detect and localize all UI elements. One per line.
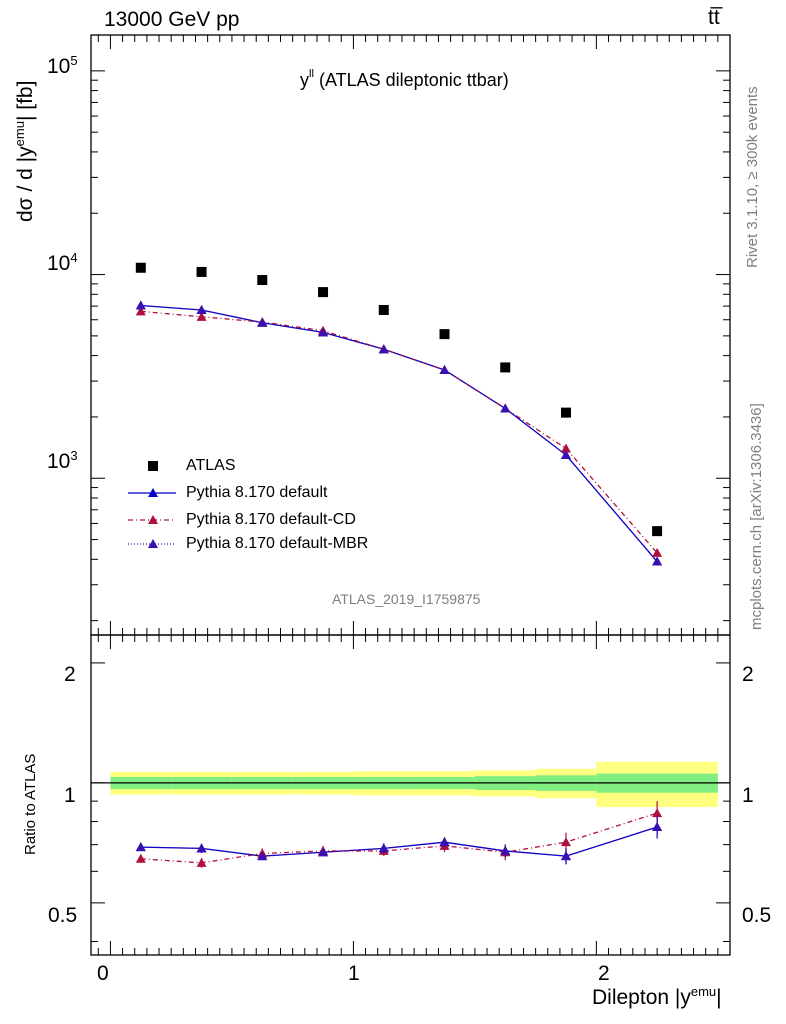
xtick-label-0: 0	[97, 962, 109, 985]
legend-label-mbr: Pythia 8.170 default-MBR	[186, 535, 369, 552]
atlas-data-point	[439, 329, 450, 340]
mcplots-label: mcplots.cern.ch [arXiv:1306.3436]	[748, 403, 765, 630]
xtick-label-2: 2	[598, 962, 610, 985]
main-axis-ticks	[91, 35, 730, 955]
legend-marker-atlas	[148, 461, 158, 471]
ratio-series-group	[135, 801, 663, 868]
ratio-ytick-label-right-0.5: 0.5	[742, 904, 772, 927]
mbr-series-marker	[135, 300, 146, 310]
cd-series-marker	[135, 306, 146, 316]
atlas-data-point	[378, 304, 389, 315]
mbr-series-marker	[439, 364, 450, 374]
mbr-series-line	[140, 304, 658, 562]
legend-marker-mbr	[148, 539, 158, 548]
rivet-version-label: Rivet 3.1.10, ≥ 300k events	[744, 86, 761, 268]
header-energy-label: 13000 GeV pp	[104, 8, 240, 31]
legend-label-cd: Pythia 8.170 default-CD	[186, 511, 356, 528]
mbr-series-marker	[500, 403, 511, 413]
main-y-axis-label: dσ / d |yemu| [fb]	[12, 80, 37, 222]
cd-ratio-marker	[196, 857, 207, 867]
ratio-plot-frame	[90, 634, 731, 956]
x-axis-label: Dilepton |yemu|	[592, 984, 722, 1009]
ratio-ytick-label-right-2: 2	[742, 663, 754, 686]
main-ytick-label-1e5: 105	[47, 53, 78, 78]
atlas-data-point	[318, 287, 329, 298]
ratio-y-axis-label: Ratio to ATLAS	[22, 753, 39, 855]
mbr-ratio-marker	[652, 822, 663, 832]
ratio-ytick-label-2: 2	[64, 663, 76, 686]
mbr-ratio-marker	[500, 845, 511, 855]
atlas-data-point	[257, 275, 268, 286]
atlas-data-point	[652, 526, 663, 537]
cd-series-marker	[196, 311, 207, 321]
mbr-series-marker	[560, 450, 571, 460]
ratio-ytick-label-right-1: 1	[742, 784, 754, 807]
cd-series-marker	[560, 443, 571, 453]
mbr-ratio-marker	[560, 851, 571, 861]
ratio-ytick-label-0.5: 0.5	[48, 904, 78, 927]
cd-ratio-marker	[135, 853, 146, 863]
cd-series-marker	[652, 547, 663, 557]
mbr-ratio-marker	[257, 851, 268, 861]
mbr-ratio-marker	[318, 847, 329, 857]
cd-ratio-line	[140, 812, 658, 864]
ratio-uncertainty-band	[91, 761, 730, 808]
legend-label-default: Pythia 8.170 default	[186, 484, 328, 501]
ratio-ytick-label-1: 1	[64, 784, 76, 807]
mbr-ratio-marker	[378, 843, 389, 853]
main-ytick-label-1e4: 104	[47, 250, 78, 275]
header-process-label: tt̅	[708, 6, 720, 29]
mbr-series-marker	[318, 327, 329, 337]
legend-marker-default	[148, 488, 158, 497]
mbr-ratio-marker	[439, 837, 450, 847]
legend-marker-cd	[148, 515, 158, 524]
plot-title: yll (ATLAS dileptonic ttbar)	[300, 68, 509, 90]
mbr-ratio-marker	[196, 843, 207, 853]
main-ytick-label-1e3: 103	[47, 448, 78, 473]
mbr-series-marker	[257, 317, 268, 327]
atlas-data-point	[560, 407, 571, 418]
atlas-data-point	[500, 362, 511, 373]
cd-ratio-marker	[560, 837, 571, 847]
analysis-id-label: ATLAS_2019_I1759875	[332, 591, 481, 607]
cd-ratio-marker	[652, 808, 663, 818]
ratio-axis-ticks	[91, 662, 730, 943]
atlas-data-point	[135, 262, 146, 273]
mbr-series-marker	[652, 556, 663, 566]
mbr-series-marker	[196, 304, 207, 314]
mbr-ratio-line	[140, 826, 658, 857]
legend-label-atlas: ATLAS	[186, 457, 236, 474]
legend-markers	[128, 461, 176, 548]
mbr-series-marker	[378, 344, 389, 354]
xtick-label-1: 1	[348, 962, 360, 985]
main-series-group	[135, 262, 663, 566]
atlas-data-point	[196, 266, 207, 277]
mbr-ratio-marker	[135, 842, 146, 852]
